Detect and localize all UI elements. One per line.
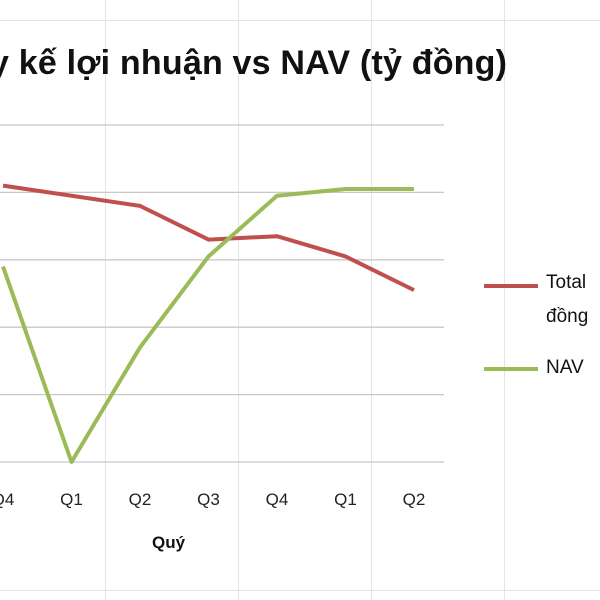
chart-title: y kế lợi nhuận vs NAV (tỷ đồng) <box>0 44 508 82</box>
series-line-nav[interactable] <box>1 187 414 464</box>
x-tick-label: Q2 <box>403 490 426 509</box>
x-tick-label: Q3 <box>197 490 220 509</box>
x-tick-label: Q4 <box>266 490 289 509</box>
x-tick-label: Q1 <box>60 490 83 509</box>
legend-label-nav: NAV <box>546 357 584 378</box>
legend-label-total-line1: Total <box>546 272 587 293</box>
series-line-total[interactable] <box>2 183 415 292</box>
x-tick-label: Q1 <box>334 490 357 509</box>
legend-label-total-line2: đồng <box>546 306 589 327</box>
x-tick-label: Q4 <box>0 490 14 509</box>
x-axis-title: Quý <box>152 533 186 552</box>
x-tick-label: Q2 <box>129 490 152 509</box>
